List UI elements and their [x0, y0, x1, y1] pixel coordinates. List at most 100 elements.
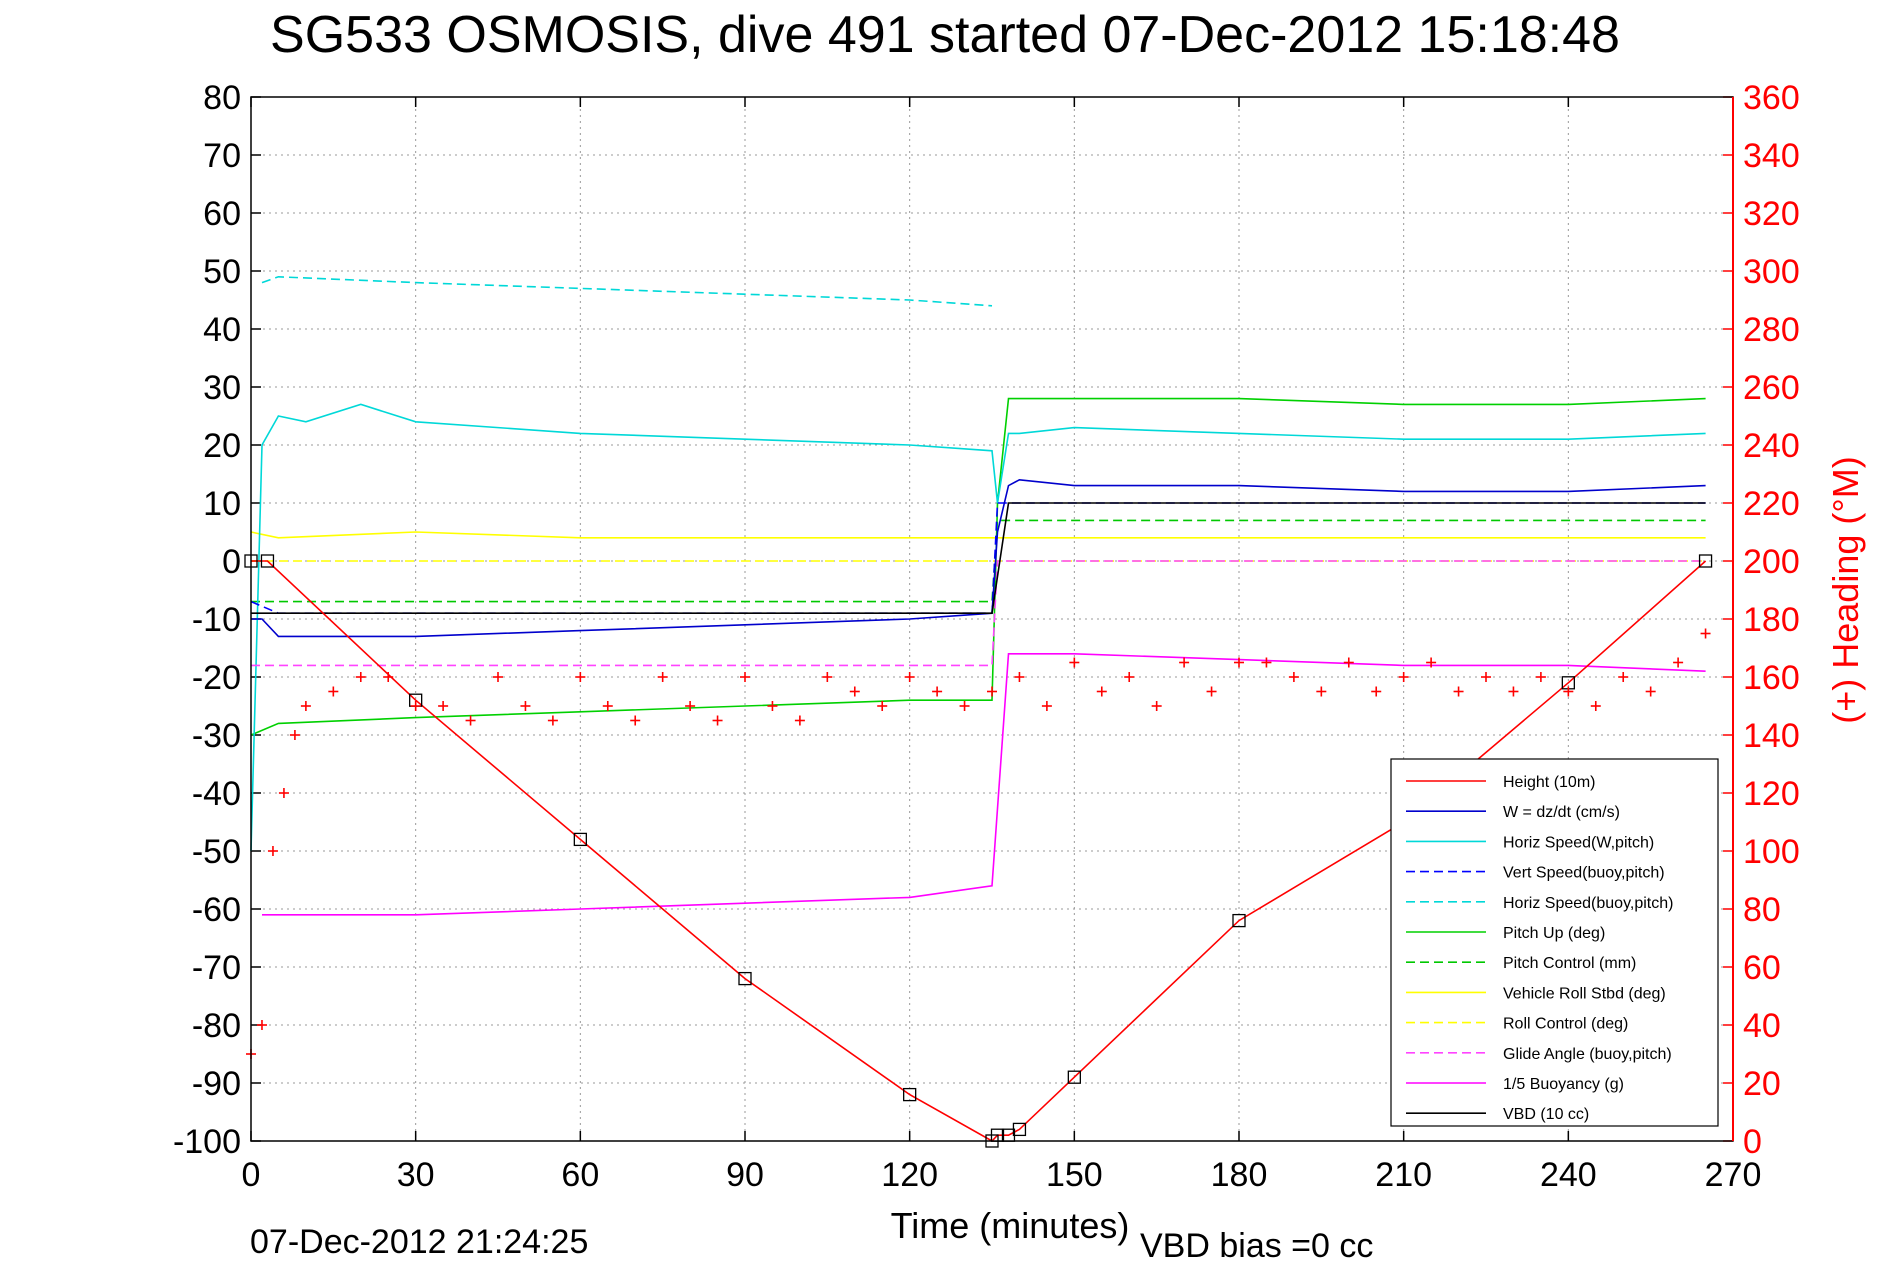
series-line-1-5-buoyancy-g — [262, 652, 1706, 916]
legend-entry: Pitch Up (deg) — [1503, 925, 1605, 942]
heading-point — [1014, 672, 1025, 682]
x-tick-label: 210 — [1375, 1156, 1432, 1194]
right-tick-label: 340 — [1743, 137, 1800, 175]
heading-point — [1069, 657, 1080, 668]
heading-point — [1453, 686, 1464, 697]
y-tick-label: -40 — [192, 775, 241, 813]
series-layer — [244, 275, 1713, 1148]
chart-title: SG533 OSMOSIS, dive 491 started 07-Dec-2… — [270, 6, 1620, 64]
heading-point — [712, 715, 723, 726]
heading-point — [1535, 672, 1546, 682]
x-tick-label: 150 — [1046, 1156, 1103, 1194]
x-axis-label: Time (minutes) — [891, 1205, 1130, 1246]
y-tick-label: -50 — [192, 833, 241, 871]
legend-entry: W = dz/dt (cm/s) — [1503, 804, 1620, 821]
heading-point — [410, 701, 421, 711]
heading-point — [1673, 657, 1684, 668]
right-tick-label: 360 — [1743, 79, 1800, 117]
series-line-pitch-control-mm — [251, 519, 1706, 603]
y-tick-label: -100 — [173, 1123, 241, 1161]
heading-point — [465, 715, 476, 726]
y-tick-label: -20 — [192, 659, 241, 697]
footer-vbd-bias: VBD bias =0 cc — [1140, 1227, 1373, 1262]
y-tick-label: 60 — [203, 195, 241, 233]
height-marker — [738, 971, 752, 986]
right-tick-label: 320 — [1743, 195, 1800, 233]
heading-point — [1124, 672, 1135, 682]
heading-point — [300, 701, 311, 711]
heading-point — [383, 672, 394, 682]
x-tick-label: 90 — [726, 1156, 764, 1194]
legend-box — [1390, 758, 1719, 1127]
y-tick-label: 10 — [203, 485, 241, 523]
right-tick-label: 260 — [1743, 369, 1800, 407]
right-tick-label: 40 — [1743, 1007, 1781, 1045]
right-tick-label: 140 — [1743, 717, 1800, 755]
right-tick-label: 200 — [1743, 543, 1800, 581]
right-tick-label: 60 — [1743, 949, 1781, 987]
height-marker — [903, 1087, 917, 1102]
right-tick-label: 240 — [1743, 427, 1800, 465]
y-tick-label: -30 — [192, 717, 241, 755]
right-tick-label: 120 — [1743, 775, 1800, 813]
legend-entry: Roll Control (deg) — [1503, 1016, 1628, 1033]
heading-point — [256, 1020, 267, 1030]
heading-point — [1096, 686, 1107, 697]
heading-point — [1234, 657, 1244, 668]
right-tick-label: 160 — [1743, 659, 1800, 697]
height-marker — [1067, 1070, 1081, 1084]
legend-entry: Horiz Speed(buoy,pitch) — [1503, 895, 1673, 912]
heading-point — [1700, 628, 1711, 639]
heading-point — [932, 686, 943, 697]
series-line-glide-angle-buoy-pitch — [251, 560, 1706, 667]
heading-point — [1645, 686, 1656, 697]
y-tick-label: -60 — [192, 891, 241, 929]
legend-entry: VBD (10 cc) — [1503, 1106, 1589, 1123]
heading-point — [1371, 686, 1382, 697]
right-tick-label: 220 — [1743, 485, 1800, 523]
heading-point — [657, 672, 668, 682]
series-line-horiz-speed-buoy-pitch — [261, 275, 993, 307]
footer-timestamp: 07-Dec-2012 21:24:25 — [250, 1223, 588, 1261]
legend-entry: Vehicle Roll Stbd (deg) — [1503, 985, 1666, 1002]
right-tick-label: 280 — [1743, 311, 1800, 349]
legend-entry: Glide Angle (buoy,pitch) — [1503, 1046, 1672, 1063]
heading-point — [1041, 701, 1052, 711]
right-axis-label: (+) Heading (°M) — [1825, 456, 1866, 723]
right-axis-ticks: 3603403203002802602402202001801601401201… — [1723, 79, 1800, 1161]
height-marker — [573, 832, 587, 847]
x-tick-label: 240 — [1540, 1156, 1597, 1194]
series-line-vehicle-roll-stbd-deg — [250, 531, 1706, 539]
heading-point — [520, 701, 531, 711]
heading-point — [289, 730, 300, 740]
right-tick-label: 300 — [1743, 253, 1800, 291]
heading-point — [1343, 657, 1354, 668]
right-tick-label: 100 — [1743, 833, 1800, 871]
heading-point — [904, 672, 915, 682]
y-tick-label: 0 — [222, 543, 241, 581]
x-tick-label: 60 — [561, 1156, 599, 1194]
heading-point — [1261, 657, 1272, 668]
legend-entry: Height (10m) — [1503, 774, 1595, 791]
heading-layer — [246, 628, 1711, 1059]
height-marker — [260, 554, 275, 568]
right-tick-label: 20 — [1743, 1065, 1781, 1103]
heading-point — [1563, 686, 1574, 697]
series-line-vbd-10-cc — [251, 502, 1706, 615]
y-tick-label: -80 — [192, 1007, 241, 1045]
x-tick-label: 270 — [1705, 1156, 1762, 1194]
y-tick-label: 20 — [203, 427, 241, 465]
legend: Height (10m) W = dz/dt (cm/s) Horiz Speed(… — [1390, 758, 1719, 1127]
heading-point — [877, 701, 888, 711]
heading-point — [1151, 701, 1162, 711]
legend-entry: Vert Speed(buoy,pitch) — [1503, 865, 1665, 882]
x-tick-label: 30 — [397, 1156, 435, 1194]
heading-point — [822, 672, 833, 682]
heading-point — [767, 701, 778, 711]
y-axis-ticks: 80 70 60 50 40 30 20 10 0 -10 -20 -30 -40 -50 -60 -70 -8… — [173, 79, 261, 1161]
heading-point — [685, 701, 696, 711]
heading-point — [794, 715, 805, 726]
legend-entry: 1/5 Buoyancy (g) — [1503, 1076, 1624, 1093]
heading-point — [602, 701, 613, 711]
